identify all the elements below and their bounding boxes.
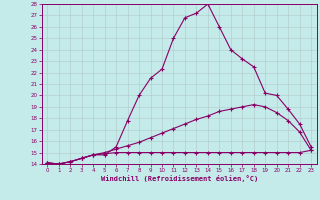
- X-axis label: Windchill (Refroidissement éolien,°C): Windchill (Refroidissement éolien,°C): [100, 175, 258, 182]
